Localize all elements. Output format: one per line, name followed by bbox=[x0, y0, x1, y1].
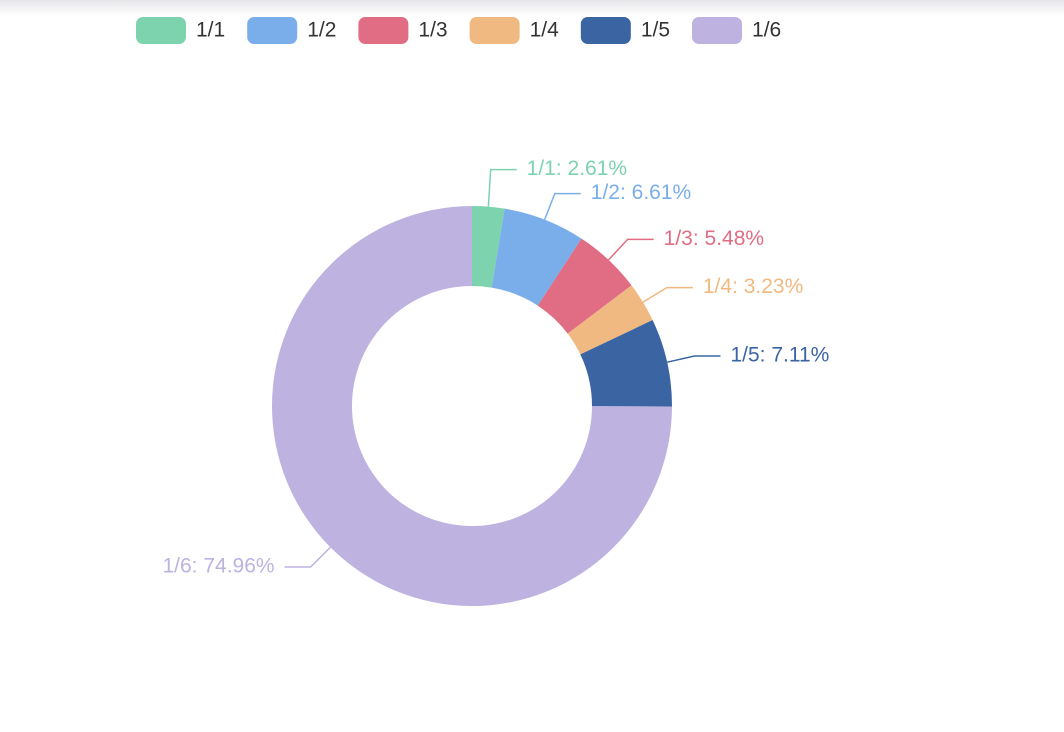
slice bbox=[567, 285, 653, 355]
legend: 1/1 1/2 1/3 1/4 1/5 1/6 bbox=[136, 17, 781, 44]
label-line bbox=[607, 238, 654, 261]
slice bbox=[472, 206, 505, 288]
data-label: 1/2: 6.61% bbox=[591, 181, 691, 204]
plot: 1/1: 2.61%1/2: 6.61% 1/3: 5.48% 1/4: 3.23%… bbox=[162, 157, 829, 606]
legend-swatch[interactable] bbox=[580, 17, 631, 44]
top-shade bbox=[0, 0, 1064, 16]
legend-swatch[interactable] bbox=[469, 17, 520, 44]
legend-label[interactable]: 1/2 bbox=[307, 19, 336, 42]
data-label: 1/3: 5.48% bbox=[664, 227, 764, 250]
data-label: 1/1: 2.61% bbox=[527, 157, 627, 180]
legend-label[interactable]: 1/1 bbox=[196, 19, 225, 42]
slice bbox=[272, 206, 672, 606]
label-line bbox=[543, 192, 581, 220]
legend-item[interactable]: 1/3 bbox=[358, 17, 448, 44]
legend-item[interactable]: 1/1 bbox=[136, 17, 225, 44]
data-label: 1/5: 7.11% bbox=[730, 344, 829, 367]
label-line bbox=[284, 546, 331, 568]
slice bbox=[537, 238, 632, 334]
slice bbox=[491, 208, 582, 306]
legend-item[interactable]: 1/2 bbox=[247, 17, 336, 44]
legend-label[interactable]: 1/4 bbox=[530, 19, 560, 42]
slice bbox=[580, 320, 672, 407]
legend-swatch[interactable] bbox=[692, 17, 743, 44]
data-label: 1/4: 3.23% bbox=[703, 275, 803, 298]
label-line bbox=[642, 286, 693, 303]
legend-swatch[interactable] bbox=[247, 17, 298, 44]
legend-item[interactable]: 1/6 bbox=[692, 17, 781, 44]
legend-label[interactable]: 1/3 bbox=[418, 19, 447, 42]
legend-swatch[interactable] bbox=[136, 17, 186, 44]
data-label: 1/6: 74.96% bbox=[162, 555, 274, 578]
legend-item[interactable]: 1/4 bbox=[469, 17, 560, 44]
legend-label[interactable]: 1/6 bbox=[752, 19, 781, 42]
label-line bbox=[487, 168, 517, 207]
legend-item[interactable]: 1/5 bbox=[580, 17, 670, 44]
legend-swatch[interactable] bbox=[358, 17, 409, 44]
legend-label[interactable]: 1/5 bbox=[641, 19, 670, 42]
label-line bbox=[666, 355, 721, 363]
